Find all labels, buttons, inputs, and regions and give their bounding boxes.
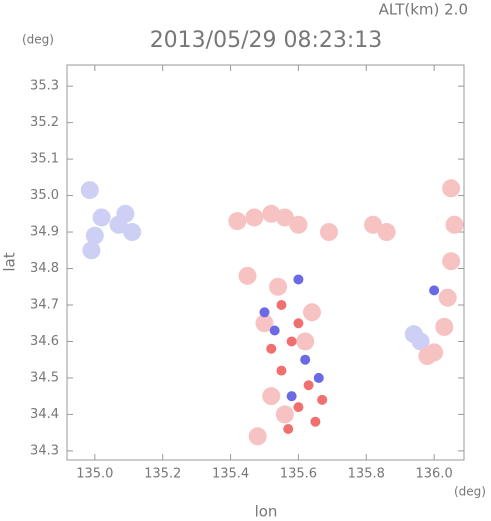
echo-point [85,226,104,245]
echo-point [82,241,101,260]
y-tick-label: 35.0 [30,188,59,203]
echo-point [429,285,440,296]
y-tick-label: 35.2 [30,115,59,130]
chart-title: 2013/05/29 08:23:13 [150,28,383,53]
x-tick-label: 135.6 [280,467,317,482]
echo-point [248,427,267,446]
y-unit: (deg) [22,33,54,47]
echo-point [255,314,274,333]
echo-point [275,208,294,227]
y-axis-label: lat [1,252,19,271]
echo-point [266,343,277,354]
echo-point [269,325,280,336]
echo-point [302,303,321,322]
echo-point [275,405,294,424]
y-tick-label: 35.3 [30,79,59,94]
echo-point [289,215,308,234]
x-unit: (deg) [454,485,486,499]
y-tick-label: 34.5 [30,370,59,385]
altitude-label: ALT(km) 2.0 [379,1,468,19]
echo-point [364,215,383,234]
x-tick-label: 135.0 [76,467,113,482]
y-tick-label: 35.1 [30,152,59,167]
echo-point [442,179,461,198]
echo-point [293,318,304,329]
echo-point [313,372,324,383]
echo-point [245,208,264,227]
x-axis-label: lon [255,503,278,521]
echo-point [286,336,297,347]
y-tick-label: 34.6 [30,334,59,349]
echo-point [80,181,99,200]
echo-point [300,354,311,365]
echo-point [259,307,270,318]
echo-point [228,212,247,231]
y-tick-label: 34.9 [30,225,59,240]
x-tick-label: 135.8 [348,467,385,482]
x-tick-label: 136.0 [416,467,453,482]
echo-point [269,277,288,296]
plot-frame [66,64,465,461]
echo-point [435,317,454,336]
x-tick-label: 135.2 [144,467,181,482]
echo-point [92,208,111,227]
echo-point [317,394,328,405]
echo-point [442,252,461,271]
echo-point [238,266,257,285]
y-tick-label: 34.3 [30,443,59,458]
echo-point [276,299,287,310]
echo-point [303,380,314,391]
y-tick-label: 34.7 [30,297,59,312]
echo-point [276,365,287,376]
echo-point [283,423,294,434]
echo-point [286,391,297,402]
echo-point [445,215,464,234]
echo-point [123,223,142,242]
echo-point [438,288,457,307]
echo-point [418,347,437,366]
echo-point [293,274,304,285]
echo-point [404,325,423,344]
echo-point [293,402,304,413]
y-tick-label: 34.4 [30,407,59,422]
echo-point [319,223,338,242]
echo-point [262,204,281,223]
echo-point [296,332,315,351]
echo-point [262,387,281,406]
echo-point [116,204,135,223]
y-tick-label: 34.8 [30,261,59,276]
x-tick-label: 135.4 [212,467,249,482]
echo-point [310,416,321,427]
echo-point [377,223,396,242]
